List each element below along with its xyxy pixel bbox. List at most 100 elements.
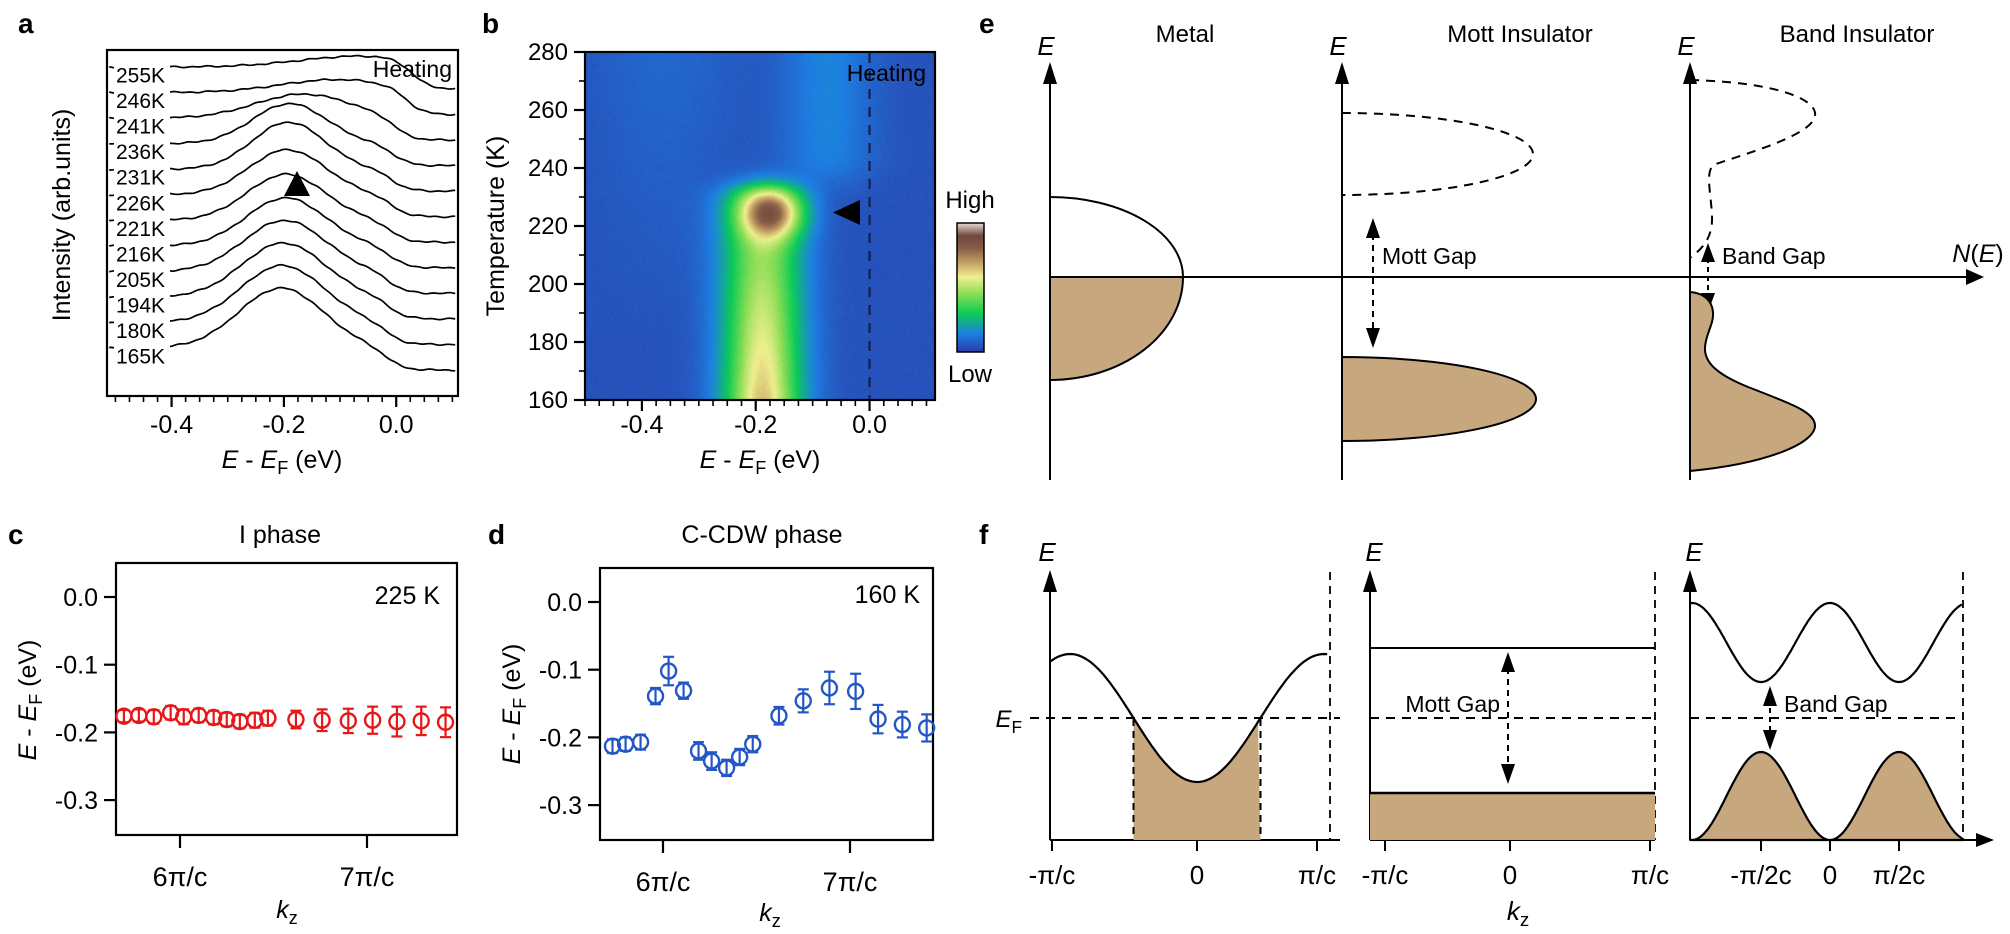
f-band-gap-arrow-down: [1763, 730, 1777, 750]
f-e-axis-arrow-band: [1683, 570, 1697, 592]
panel-c-data-points: [115, 704, 455, 739]
panel-c-title: I phase: [239, 521, 321, 549]
metal-occupied-dos: [1049, 276, 1184, 381]
temp-label-bg: [114, 115, 170, 137]
panel-b-plot-box: [583, 50, 937, 402]
panel-f-tick-marks: [1051, 840, 1900, 851]
data-point: [893, 715, 912, 734]
y-tick-label: 0.0: [63, 584, 98, 612]
y-tick-label: 240: [528, 155, 568, 182]
temp-label-bg: [114, 243, 170, 265]
f-tick-band-halfpi: π/2c: [1873, 860, 1926, 890]
y-tick-label: 260: [528, 97, 568, 124]
data-point: [674, 681, 693, 700]
panel-letter-c: c: [8, 519, 24, 550]
data-point: [744, 735, 762, 753]
f-e-axis-label-mott: E: [1365, 537, 1383, 567]
e-axis-label-band: E: [1677, 31, 1695, 61]
temp-label-205K: 205K: [116, 269, 165, 292]
panel-b-x-axis-label: E - EF (eV): [700, 446, 821, 478]
metal-dispersion-curve: [1049, 652, 1328, 784]
x-tick-label: 7π/c: [823, 867, 878, 897]
temp-label-246K: 246K: [116, 90, 165, 113]
temp-label-221K: 221K: [116, 218, 165, 241]
data-point: [259, 709, 277, 727]
e-axis-arrow-band: [1683, 62, 1697, 84]
valence-band-filled: [1689, 750, 1964, 842]
data-point: [730, 748, 749, 766]
x-tick-label: 0.0: [852, 411, 887, 439]
temp-label-194K: 194K: [116, 294, 165, 317]
data-point: [246, 711, 264, 729]
data-point: [659, 662, 678, 680]
panel-a-x-axis-label: E - EF (eV): [222, 446, 343, 478]
panel-d-temperature-annotation: 160 K: [855, 581, 921, 609]
data-point: [917, 719, 936, 737]
data-point: [436, 713, 455, 731]
heating-annotation-b: Heating: [847, 60, 926, 86]
panel-d-y-axis-label: E - EF (eV): [498, 644, 530, 765]
panel-letter-f: f: [979, 519, 989, 550]
data-point: [794, 692, 812, 710]
y-tick-label: 280: [528, 39, 568, 66]
metal-unoccupied-dos: [1049, 196, 1184, 278]
mott-gap-arrow-up: [1366, 218, 1380, 238]
f-tick-band-zero: 0: [1823, 860, 1837, 890]
valence-band-dos-filled: [1689, 291, 1817, 472]
schematic-title-metal: Metal: [1156, 21, 1215, 48]
panel-c-x-axis-label: kz: [276, 896, 298, 928]
panel-b-ticks: -0.4 -0.2 0.0 160 180 200 220 240 260 280: [528, 39, 928, 439]
panel-c-temperature-annotation: 225 K: [375, 582, 441, 610]
panel-d-x-axis-label: kz: [759, 899, 781, 931]
heating-annotation-a: Heating: [373, 56, 452, 82]
temp-label-236K: 236K: [116, 141, 165, 164]
band-insulator-curves: [1689, 601, 1964, 842]
data-point: [339, 712, 357, 730]
temp-label-255K: 255K: [116, 65, 165, 88]
x-tick-label: -0.4: [150, 411, 193, 439]
y-tick-label: -0.2: [55, 719, 98, 747]
data-point: [646, 687, 665, 705]
y-tick-label: 0.0: [547, 589, 582, 617]
band-gap-label-f: Band Gap: [1784, 691, 1888, 717]
panel-c-y-axis-label: E - EF (eV): [14, 640, 46, 761]
y-tick-label: -0.1: [539, 657, 582, 685]
data-point: [603, 737, 622, 755]
x-tick-label: -0.4: [620, 411, 663, 439]
data-point: [820, 679, 839, 697]
y-tick-label: -0.1: [55, 652, 98, 680]
y-tick-label: 180: [528, 329, 568, 356]
data-point: [204, 708, 223, 727]
temp-label-bg: [114, 294, 170, 316]
f-e-axis-label-band: E: [1685, 537, 1703, 567]
upper-hubbard-band-dashed: [1341, 112, 1534, 196]
mott-gap-arrow-down: [1366, 328, 1380, 348]
y-tick-label: 200: [528, 271, 568, 298]
data-point: [412, 712, 430, 730]
temp-label-216K: 216K: [116, 243, 165, 266]
data-point: [702, 752, 721, 770]
panel-letter-b: b: [482, 8, 499, 39]
panel-b-y-axis-label: Temperature (K): [482, 136, 510, 317]
temp-label-226K: 226K: [116, 192, 165, 215]
e-axis-arrow-metal: [1043, 62, 1057, 84]
temp-label-bg: [114, 90, 170, 112]
x-tick-label: -0.2: [262, 411, 305, 439]
f-tick-mott-zero: 0: [1503, 860, 1517, 890]
f-tick-band-minushalfpi: -π/2c: [1730, 860, 1791, 890]
panel-d-data-points: [603, 655, 936, 778]
panel-letter-d: d: [488, 519, 505, 550]
f-e-axis-label-metal: E: [1038, 537, 1056, 567]
lower-hubbard-band-filled: [1341, 356, 1537, 442]
data-point: [846, 682, 865, 701]
panel-a-y-axis-label: Intensity (arb.units): [48, 109, 76, 322]
temp-label-bg: [114, 345, 170, 367]
temp-label-bg: [114, 166, 170, 188]
panel-letter-e: e: [979, 8, 995, 39]
f-band-gap-arrow-up: [1763, 686, 1777, 706]
schematic-title-band: Band Insulator: [1780, 21, 1935, 48]
temp-label-bg: [114, 192, 170, 214]
mott-gap-label-f: Mott Gap: [1405, 691, 1500, 717]
